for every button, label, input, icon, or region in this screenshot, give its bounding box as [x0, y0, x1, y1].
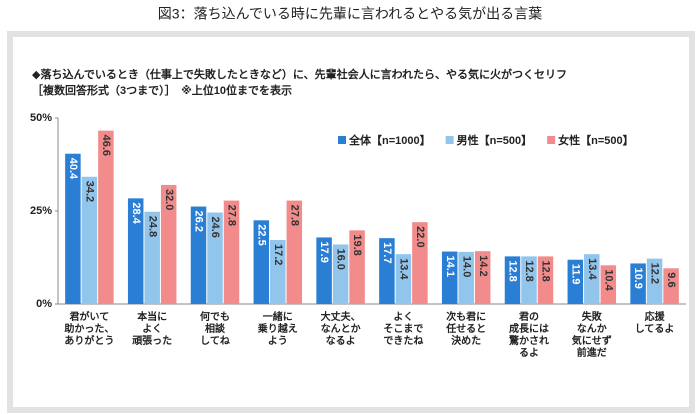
bar	[646, 258, 663, 304]
value-label: 34.2	[83, 181, 95, 202]
value-label: 14.1	[444, 256, 456, 277]
value-label: 10.9	[632, 267, 644, 288]
bar	[630, 263, 646, 304]
bar	[207, 212, 223, 304]
x-tick-label: 失敗 なんか 気にせず 前進だ	[571, 312, 612, 359]
x-tick-label: 大丈夫、 なんとか なるよ	[320, 312, 361, 347]
x-tick-label: 君の 成長には 驚かされ るよ	[509, 312, 549, 359]
bar	[412, 222, 428, 304]
bar	[81, 176, 98, 304]
bar	[144, 211, 160, 304]
value-label: 46.6	[100, 135, 112, 156]
value-label: 16.0	[335, 248, 347, 269]
value-label: 12.8	[540, 260, 552, 281]
bar	[316, 237, 332, 304]
legend-swatch	[547, 136, 556, 144]
legend-label: 女性【n=500】	[558, 133, 634, 147]
value-label: 9.6	[665, 272, 677, 287]
value-label: 40.4	[67, 158, 79, 180]
chart-subtitle: ◆落ち込んでいるとき（仕事上で失敗したときなど）に、先輩社会人に言われたら、やる…	[32, 67, 567, 81]
x-tick-label: 応援 してるよ	[634, 312, 675, 335]
bar	[458, 251, 474, 304]
bar	[65, 153, 81, 304]
value-label: 24.8	[146, 216, 158, 237]
value-label: 24.6	[209, 216, 221, 237]
value-label: 27.8	[226, 205, 238, 226]
value-label: 28.4	[130, 202, 142, 224]
bar	[270, 240, 286, 304]
value-label: 13.4	[586, 258, 598, 280]
value-label: 12.8	[507, 260, 519, 281]
value-label: 10.4	[602, 269, 614, 291]
value-label: 32.0	[163, 189, 175, 210]
value-label: 27.8	[288, 205, 300, 226]
bar	[379, 238, 395, 304]
bar	[286, 200, 303, 304]
y-tick-label: 0%	[36, 298, 52, 310]
legend-swatch	[338, 136, 346, 144]
bar	[253, 220, 270, 304]
bar	[474, 251, 491, 304]
x-tick-label: よく そこまで できたね	[383, 312, 424, 347]
panel	[7, 31, 695, 413]
bar	[600, 265, 617, 304]
bar	[504, 256, 521, 304]
x-tick-label: 一緒に 乗り越え よう	[257, 312, 298, 347]
value-label: 22.0	[414, 226, 426, 247]
bar	[332, 244, 349, 304]
bar	[567, 259, 584, 304]
chart-note: ［複数回答形式（3つまで）］ ※上位10位までを表示	[32, 83, 292, 97]
x-tick-label: 本当に よく 頑張った	[132, 312, 173, 347]
bar	[98, 130, 114, 304]
bar	[663, 268, 679, 304]
bar	[190, 206, 207, 304]
legend-label: 全体【n=1000】	[348, 133, 431, 147]
bar	[223, 200, 240, 304]
bar	[584, 254, 600, 304]
bar	[127, 198, 144, 304]
bar	[349, 230, 365, 304]
legend-label: 男性【n=500】	[457, 133, 533, 147]
bar	[395, 254, 412, 304]
value-label: 19.8	[351, 234, 363, 255]
bar	[521, 256, 537, 304]
value-label: 14.2	[477, 255, 489, 276]
value-label: 22.5	[255, 224, 267, 245]
y-tick-label: 25%	[30, 205, 52, 217]
legend-swatch	[445, 136, 454, 144]
bar	[537, 256, 554, 304]
page-title: 図3：落ち込んでいる時に先輩に言われるとやる気が出る言葉	[158, 6, 542, 22]
value-label: 12.2	[649, 263, 661, 284]
bar	[441, 251, 458, 304]
x-tick-label: 何でも 相談 してね	[200, 312, 230, 347]
value-label: 14.0	[460, 256, 472, 277]
value-label: 13.4	[397, 258, 409, 280]
value-label: 17.7	[381, 242, 393, 263]
value-label: 26.2	[193, 211, 205, 232]
value-label: 17.9	[318, 241, 330, 262]
value-label: 12.8	[523, 260, 535, 281]
x-tick-label: 君がいて 助かった、 ありがとう	[64, 312, 115, 347]
x-tick-label: 次も君に 任せると 決めた	[446, 312, 487, 347]
bar	[160, 184, 177, 304]
value-label: 11.9	[569, 264, 581, 285]
value-label: 17.2	[272, 244, 284, 265]
y-tick-label: 50%	[30, 112, 52, 124]
